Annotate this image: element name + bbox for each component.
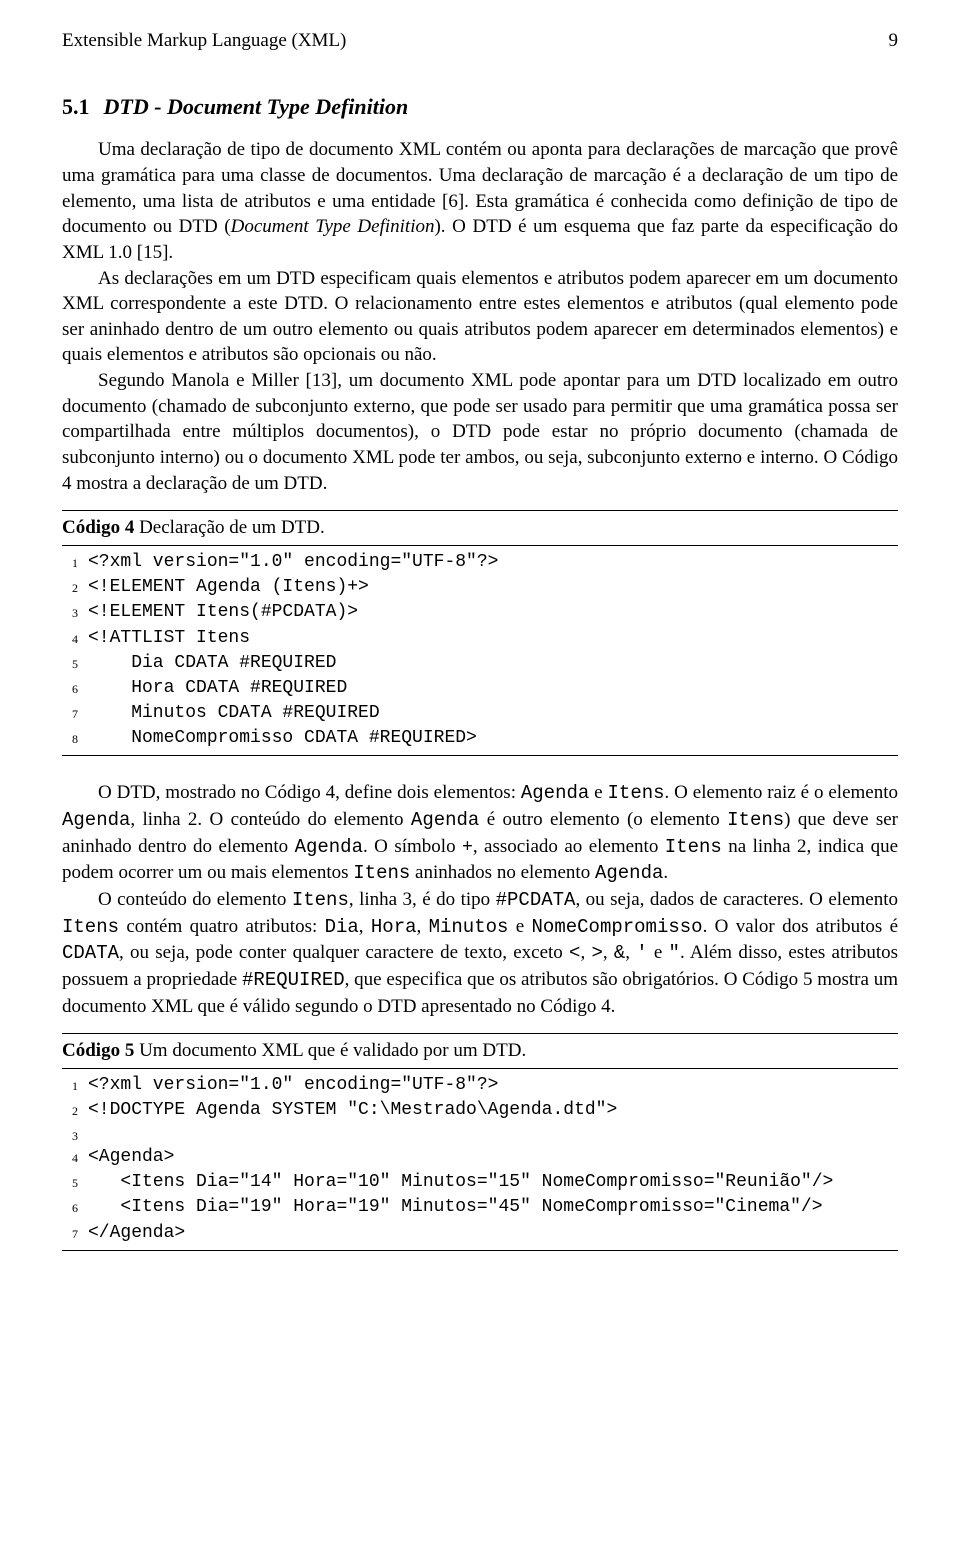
line-number: 3 [62,600,88,625]
line-number: 7 [62,1221,88,1246]
code-content: Dia CDATA #REQUIRED [88,651,336,676]
code-line: 3<!ELEMENT Itens(#PCDATA)> [62,600,898,625]
code4-divider-mid [62,545,898,546]
section-heading: 5.1 DTD - Document Type Definition [62,92,898,122]
paragraph-4: O DTD, mostrado no Código 4, define dois… [62,780,898,887]
code-content: <!ELEMENT Itens(#PCDATA)> [88,600,358,625]
page-number: 9 [889,28,899,54]
code-content: <?xml version="1.0" encoding="UTF-8"?> [88,550,498,575]
code-line: 7</Agenda> [62,1221,898,1246]
line-number: 4 [62,1145,88,1170]
section-number: 5.1 [62,94,90,119]
paragraph-2: As declarações em um DTD especificam qua… [62,266,898,369]
code-content: <!ATTLIST Itens [88,626,250,651]
page-header: Extensible Markup Language (XML) 9 [62,28,898,54]
code-line: 2<!DOCTYPE Agenda SYSTEM "C:\Mestrado\Ag… [62,1098,898,1123]
code-line: 5 <Itens Dia="14" Hora="10" Minutos="15"… [62,1170,898,1195]
code5-divider-top [62,1033,898,1034]
code-content: <Itens Dia="19" Hora="19" Minutos="45" N… [88,1195,823,1220]
code-content: <!DOCTYPE Agenda SYSTEM "C:\Mestrado\Age… [88,1098,617,1123]
line-number: 3 [62,1123,88,1145]
line-number: 4 [62,626,88,651]
line-number: 1 [62,550,88,575]
code-content: <!ELEMENT Agenda (Itens)+> [88,575,369,600]
code-line: 6 Hora CDATA #REQUIRED [62,676,898,701]
line-number: 6 [62,676,88,701]
code-content: NomeCompromisso CDATA #REQUIRED> [88,726,477,751]
code-content: Minutos CDATA #REQUIRED [88,701,380,726]
code-line: 1<?xml version="1.0" encoding="UTF-8"?> [62,1073,898,1098]
code-line: 2<!ELEMENT Agenda (Itens)+> [62,575,898,600]
line-number: 2 [62,575,88,600]
line-number: 2 [62,1098,88,1123]
code-line: 8 NomeCompromisso CDATA #REQUIRED> [62,726,898,751]
code4-caption: Código 4 Declaração de um DTD. [62,515,898,543]
line-number: 5 [62,1170,88,1195]
code-line: 3 [62,1123,898,1145]
code-line: 1<?xml version="1.0" encoding="UTF-8"?> [62,550,898,575]
code-content: Hora CDATA #REQUIRED [88,676,347,701]
code-content: <Agenda> [88,1145,174,1170]
line-number: 7 [62,701,88,726]
code-content: <?xml version="1.0" encoding="UTF-8"?> [88,1073,498,1098]
paragraph-1: Uma declaração de tipo de documento XML … [62,137,898,265]
line-number: 6 [62,1195,88,1220]
code4-block: 1<?xml version="1.0" encoding="UTF-8"?>2… [62,550,898,752]
paragraph-5: O conteúdo do elemento Itens, linha 3, é… [62,887,898,1019]
code5-caption: Código 5 Um documento XML que é validado… [62,1038,898,1066]
code5-block: 1<?xml version="1.0" encoding="UTF-8"?>2… [62,1073,898,1246]
line-number: 8 [62,726,88,751]
code-line: 7 Minutos CDATA #REQUIRED [62,701,898,726]
code-content: <Itens Dia="14" Hora="10" Minutos="15" N… [88,1170,833,1195]
running-title: Extensible Markup Language (XML) [62,28,346,54]
line-number: 1 [62,1073,88,1098]
code4-divider-top [62,510,898,511]
code5-divider-mid [62,1068,898,1069]
code-line: 6 <Itens Dia="19" Hora="19" Minutos="45"… [62,1195,898,1220]
code-line: 4<!ATTLIST Itens [62,626,898,651]
line-number: 5 [62,651,88,676]
code5-divider-bottom [62,1250,898,1251]
section-title: DTD - Document Type Definition [104,94,409,119]
paragraph-3: Segundo Manola e Miller [13], um documen… [62,368,898,496]
code-line: 4<Agenda> [62,1145,898,1170]
code-line: 5 Dia CDATA #REQUIRED [62,651,898,676]
code-content: </Agenda> [88,1221,185,1246]
